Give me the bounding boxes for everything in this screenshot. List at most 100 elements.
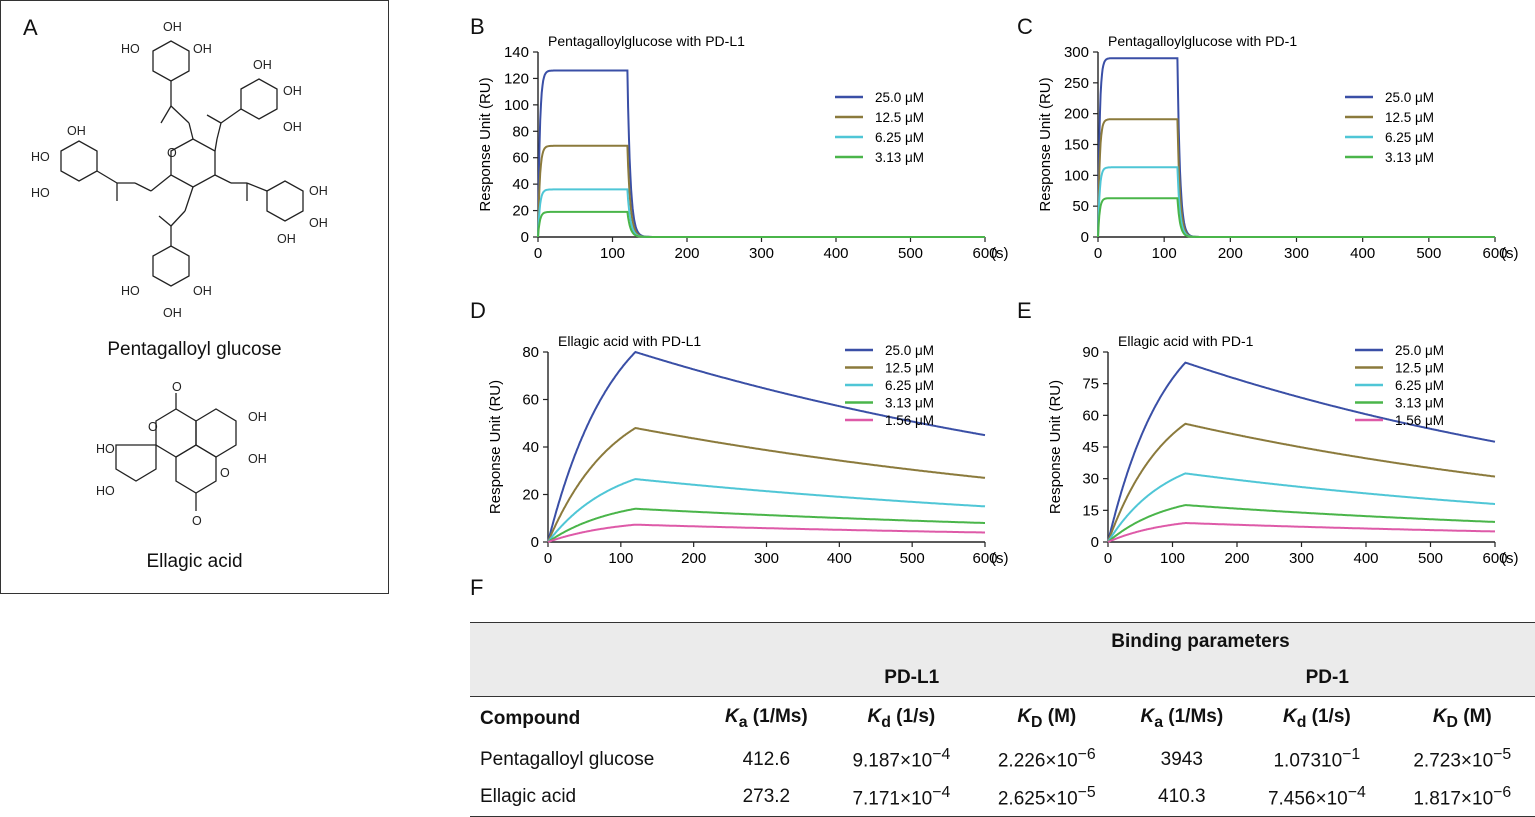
legend-label: 25.0 μM [1395, 343, 1444, 358]
chart-e-ea-pd1: Ellagic acid with PD-10 100 200 300 400 500 60… [1047, 333, 1519, 567]
svg-text:O: O [220, 466, 230, 480]
x-tick-label: 300 [754, 550, 779, 567]
group-pdl1: PD-L1 [884, 667, 940, 689]
legend-label: 1.56 μM [885, 413, 934, 428]
y-tick-label: 90 [1082, 344, 1099, 361]
legend-label: 6.25 μM [1395, 378, 1444, 393]
svg-text:OH: OH [277, 232, 296, 246]
x-tick-label: 400 [827, 550, 852, 567]
cell-pdl1-KD: 2.625×10−5 [997, 784, 1096, 810]
x-tick-label: 0 [534, 245, 542, 262]
cell-pd1-kd: 1.07310−1 [1273, 746, 1361, 772]
y-tick-label: 0 [531, 534, 539, 551]
cell-pd1-KD: 1.817×10−6 [1413, 784, 1512, 810]
svg-text:HO: HO [31, 150, 50, 164]
y-tick-label: 15 [1082, 502, 1099, 519]
y-tick-label: 150 [1064, 137, 1089, 154]
svg-text:HO: HO [96, 484, 115, 498]
y-axis-label: Response Unit (RU) [477, 77, 494, 211]
x-tick-label: 300 [1289, 550, 1314, 567]
series-line [537, 188, 985, 238]
x-tick-label: 200 [674, 245, 699, 262]
panel-label-a: A [23, 15, 38, 40]
cell-pdl1-ka: 273.2 [742, 786, 791, 808]
series-line [1107, 522, 1495, 543]
svg-text:HO: HO [31, 186, 50, 200]
legend-label: 3.13 μM [1395, 396, 1444, 411]
pd1-ka-header: Ka (1/Ms) [1140, 705, 1224, 731]
legend-label: 12.5 μM [885, 361, 934, 376]
legend-label: 6.25 μM [1385, 130, 1434, 145]
pdl1-KD-header: KD (M) [1017, 705, 1077, 731]
binding-parameters-table: Binding parameters PD-L1 PD-1 Compound K… [470, 622, 1535, 817]
series-line [547, 426, 986, 543]
x-tick-label: 400 [823, 245, 848, 262]
table-row: Ellagic acid 273.2 7.171×10−4 2.625×10−5… [470, 779, 1535, 817]
series-line [537, 210, 985, 238]
x-tick-label: 200 [681, 550, 706, 567]
series-line [1097, 166, 1495, 238]
x-tick-label: 300 [1284, 245, 1309, 262]
y-tick-label: 140 [504, 44, 529, 61]
svg-text:OH: OH [248, 410, 267, 424]
cell-pdl1-kd: 9.187×10−4 [852, 746, 951, 772]
series-line [547, 478, 986, 543]
y-tick-label: 20 [522, 487, 539, 504]
svg-text:OH: OH [309, 216, 328, 230]
svg-text:OH: OH [163, 306, 182, 320]
svg-text:OH: OH [67, 124, 86, 138]
legend-label: 25.0 μM [885, 343, 934, 358]
x-tick-label: 400 [1353, 550, 1378, 567]
y-tick-label: 50 [1072, 198, 1089, 215]
x-tick-label: 100 [608, 550, 633, 567]
y-tick-label: 60 [1082, 407, 1099, 424]
series-line [547, 523, 985, 543]
svg-text:O: O [148, 420, 158, 434]
x-tick-label: 600 [972, 550, 997, 567]
svg-text:OH: OH [309, 184, 328, 198]
chart-title: Ellagic acid with PD-1 [1118, 333, 1254, 349]
legend-label: 25.0 μM [1385, 90, 1434, 105]
ellagic-acid-name: Ellagic acid [146, 551, 243, 572]
x-tick-label: 400 [1350, 245, 1375, 262]
table-row: Pentagalloyl glucose 412.6 9.187×10−4 2.… [470, 741, 1535, 779]
x-tick-label: 100 [1160, 550, 1185, 567]
legend-label: 12.5 μM [875, 110, 924, 125]
svg-text:HO: HO [96, 442, 115, 456]
y-axis-label: Response Unit (RU) [1037, 77, 1054, 211]
y-tick-label: 120 [504, 70, 529, 87]
series-line [1097, 197, 1495, 238]
chart-title: Ellagic acid with PD-L1 [558, 333, 701, 349]
table-header-row: Compound Ka (1/Ms) Kd (1/s) KD (M) Ka (1… [470, 697, 1535, 741]
y-tick-label: 60 [512, 150, 529, 167]
cell-pdl1-kd: 7.171×10−4 [852, 784, 951, 810]
legend-label: 12.5 μM [1395, 361, 1444, 376]
chart-title: Pentagalloylglucose with PD-L1 [548, 33, 745, 49]
y-tick-label: 45 [1082, 439, 1099, 456]
x-tick-label: 500 [1416, 245, 1441, 262]
svg-text:OH: OH [248, 452, 267, 466]
series-line [1107, 422, 1496, 543]
series-line [1107, 361, 1496, 543]
y-tick-label: 20 [512, 203, 529, 220]
y-tick-label: 0 [1091, 534, 1099, 551]
y-tick-label: 40 [512, 176, 529, 193]
svg-text:O: O [192, 514, 202, 528]
legend-label: 12.5 μM [1385, 110, 1434, 125]
x-tick-label: 0 [1104, 550, 1112, 567]
series-line [1107, 504, 1495, 543]
svg-text:OH: OH [193, 42, 212, 56]
y-tick-label: 75 [1082, 376, 1099, 393]
compound-header: Compound [480, 707, 581, 729]
svg-text:OH: OH [283, 120, 302, 134]
legend-label: 6.25 μM [875, 130, 924, 145]
chart-title: Pentagalloylglucose with PD-1 [1108, 33, 1297, 49]
x-axis-label: (s) [991, 245, 1009, 262]
series-line [547, 507, 985, 543]
x-tick-label: 600 [1482, 550, 1507, 567]
x-axis-label: (s) [991, 550, 1009, 567]
pd1-kd-header: Kd (1/s) [1282, 705, 1351, 731]
chart-c-pgg-pd1: Pentagalloylglucose with PD-1 0 100 200 300 4… [1037, 33, 1519, 262]
x-tick-label: 100 [1152, 245, 1177, 262]
x-tick-label: 200 [1224, 550, 1249, 567]
